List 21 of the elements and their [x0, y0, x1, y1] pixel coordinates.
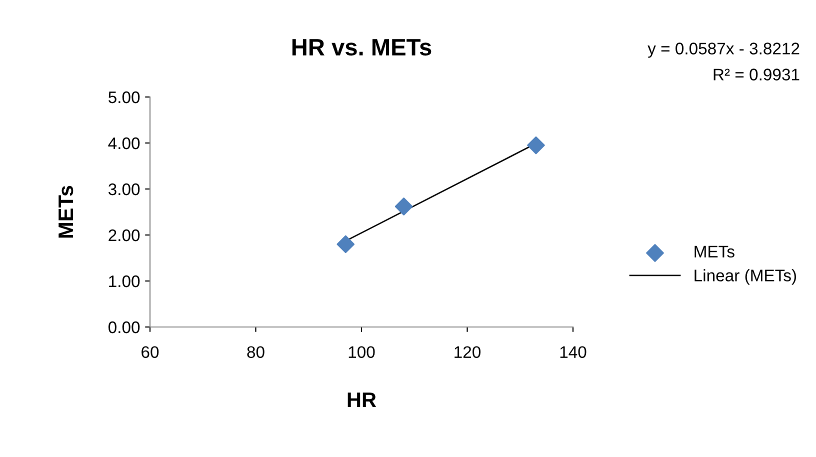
y-tick-label: 2.00 — [108, 229, 140, 242]
legend-label: Linear (METs) — [694, 269, 796, 285]
legend-label: METs — [694, 246, 734, 258]
point — [336, 235, 355, 254]
x-tick-label: 80 — [247, 346, 264, 358]
x-axis-title: HR — [348, 392, 376, 407]
x-tick-label: 60 — [142, 346, 159, 358]
text: R² = 0.9931 — [714, 68, 800, 80]
y-tick-label: 3.00 — [108, 183, 140, 196]
chart-title: HR vs. METs — [292, 39, 432, 56]
x-tick-label: 100 — [348, 346, 375, 358]
y-axis-title: METs — [58, 186, 74, 238]
y-tick-label: 1.00 — [109, 275, 140, 288]
y-tick-label: 0.00 — [108, 321, 140, 334]
text: y = 0.0587x - 3.8212 — [648, 42, 800, 58]
y-tick-label: 5.00 — [108, 91, 140, 104]
x-tick-label: 120 — [454, 346, 481, 358]
y-tick-label: 4.00 — [108, 137, 140, 150]
point — [394, 198, 413, 216]
point — [527, 136, 545, 154]
x-tick-label: 140 — [560, 346, 586, 358]
